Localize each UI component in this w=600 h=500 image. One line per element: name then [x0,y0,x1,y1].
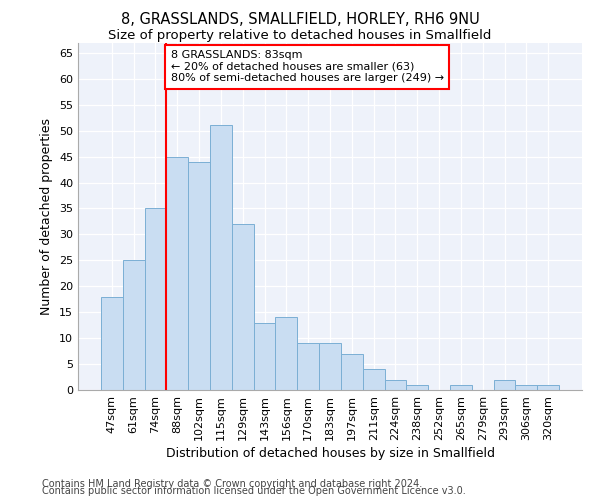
Text: 8, GRASSLANDS, SMALLFIELD, HORLEY, RH6 9NU: 8, GRASSLANDS, SMALLFIELD, HORLEY, RH6 9… [121,12,479,28]
Bar [123,260,145,390]
Text: Contains HM Land Registry data © Crown copyright and database right 2024.: Contains HM Land Registry data © Crown c… [42,479,422,489]
Bar [254,322,275,390]
Text: Size of property relative to detached houses in Smallfield: Size of property relative to detached ho… [109,29,491,42]
Bar [494,380,515,390]
Bar [232,224,254,390]
Bar [406,385,428,390]
Bar [537,385,559,390]
Bar [101,296,123,390]
Bar [166,156,188,390]
Bar [341,354,363,390]
Text: 8 GRASSLANDS: 83sqm
← 20% of detached houses are smaller (63)
80% of semi-detach: 8 GRASSLANDS: 83sqm ← 20% of detached ho… [171,50,444,84]
X-axis label: Distribution of detached houses by size in Smallfield: Distribution of detached houses by size … [166,447,494,460]
Bar [297,344,319,390]
Bar [275,318,297,390]
Bar [363,370,385,390]
Bar [385,380,406,390]
Bar [188,162,210,390]
Bar [319,344,341,390]
Text: Contains public sector information licensed under the Open Government Licence v3: Contains public sector information licen… [42,486,466,496]
Bar [515,385,537,390]
Bar [145,208,166,390]
Bar [210,126,232,390]
Bar [450,385,472,390]
Y-axis label: Number of detached properties: Number of detached properties [40,118,53,315]
